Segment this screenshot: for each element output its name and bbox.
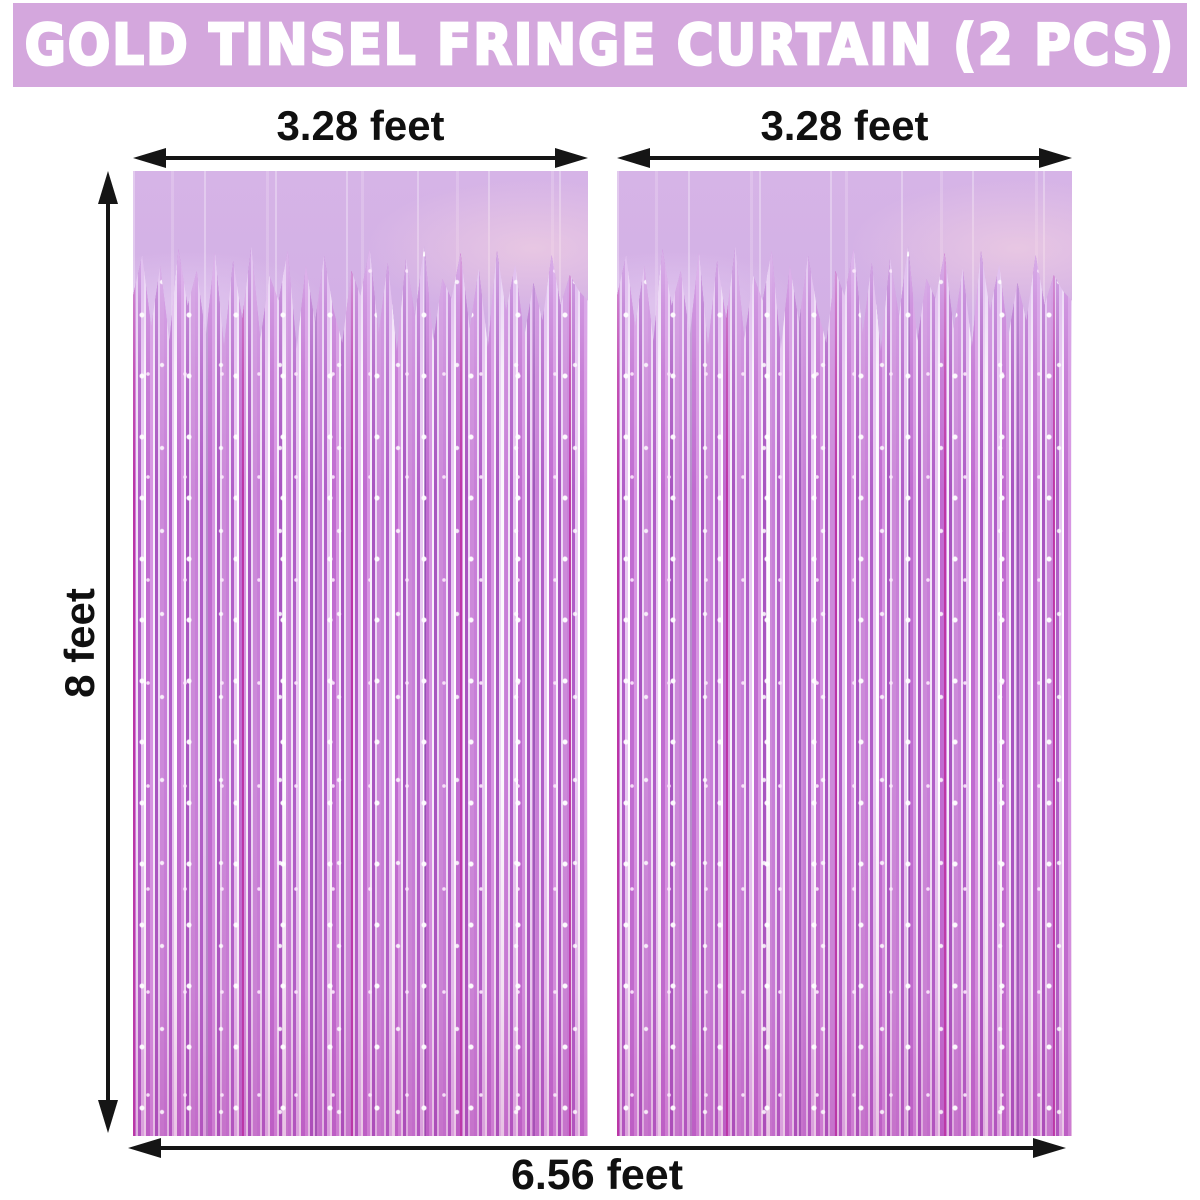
- arrowhead-right-icon: [1039, 148, 1072, 168]
- arrow-line: [106, 179, 110, 1125]
- title-banner: GOLD TINSEL FRINGE CURTAIN (2 PCS): [13, 3, 1187, 87]
- arrow-line: [625, 156, 1064, 160]
- arrowhead-down-icon: [98, 1100, 118, 1133]
- curtain-fringe-strands: [617, 246, 1072, 1136]
- curtain-panel-right: [617, 171, 1072, 1136]
- banner-title: GOLD TINSEL FRINGE CURTAIN (2 PCS): [23, 11, 1176, 79]
- arrow-line: [136, 1146, 1058, 1150]
- curtain-fringe-strands: [133, 246, 588, 1136]
- arrowhead-left-icon: [128, 1138, 161, 1158]
- arrowhead-right-icon: [555, 148, 588, 168]
- total-width-label: 6.56 feet: [510, 1151, 684, 1199]
- arrowhead-right-icon: [1033, 1138, 1066, 1158]
- arrowhead-left-icon: [617, 148, 650, 168]
- right-panel-width-arrow: [617, 144, 1072, 172]
- arrowhead-left-icon: [133, 148, 166, 168]
- arrow-line: [141, 156, 580, 160]
- right-panel-width-label: 3.28 feet: [760, 102, 929, 149]
- curtain-panel-left: [133, 171, 588, 1136]
- panel-height-arrow: [94, 171, 122, 1133]
- panel-height-label: 8 feet: [56, 588, 103, 698]
- total-width-arrow: [128, 1134, 1066, 1162]
- left-panel-width-arrow: [133, 144, 588, 172]
- left-panel-width-label: 3.28 feet: [276, 102, 445, 149]
- arrowhead-up-icon: [98, 171, 118, 204]
